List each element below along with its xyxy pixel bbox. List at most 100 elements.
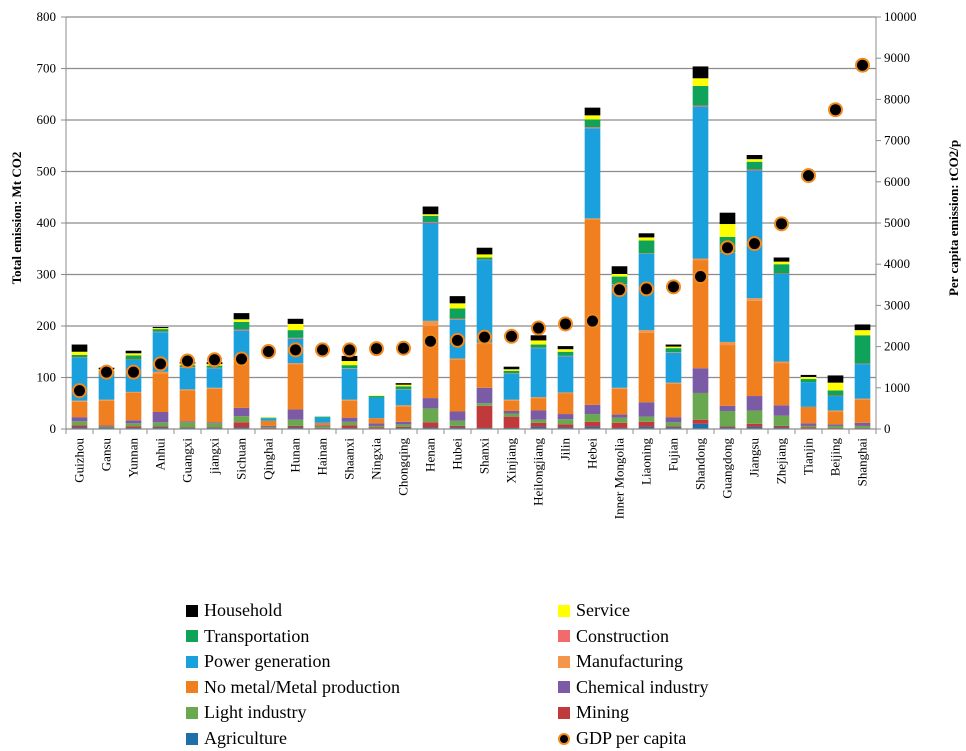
y2-tick-label: 3000 xyxy=(884,297,910,312)
bar-segment xyxy=(368,395,385,397)
legend-marker xyxy=(558,732,570,745)
category-label: jiangxi xyxy=(207,438,222,475)
bar-segment xyxy=(665,426,682,428)
bar-segment xyxy=(368,425,385,428)
category-label: Hainan xyxy=(315,438,330,476)
legend-swatch xyxy=(186,655,198,668)
bar-segment xyxy=(800,423,817,426)
bar-segment xyxy=(692,105,709,107)
bar-segment xyxy=(314,422,331,426)
bar-segment xyxy=(395,383,412,385)
bar-segment xyxy=(773,273,790,274)
y2-tick-label: 9000 xyxy=(884,50,910,65)
category-label: Shanxi xyxy=(477,438,492,475)
legend-item: Power generation xyxy=(186,649,330,674)
right-axis-title: Per capita emission: tCO2/p xyxy=(946,140,961,296)
bar-segment xyxy=(233,416,250,423)
bar-segment xyxy=(368,397,385,419)
bar-segment xyxy=(395,405,412,407)
bar-segment xyxy=(395,384,412,387)
bar-segment xyxy=(71,357,88,358)
bar-segment xyxy=(611,387,628,389)
bar-segment xyxy=(233,329,250,331)
bar-segment xyxy=(179,390,196,422)
bar-segment xyxy=(611,276,628,285)
bar-segment xyxy=(314,417,331,423)
stacked-bar-chart: 0 100 200 300 400 500 600 700 800 0 1000 2000 3000 4… xyxy=(9,9,961,520)
bar-segment xyxy=(746,170,763,299)
legend-item: Light industry xyxy=(186,700,307,725)
bar-segment xyxy=(179,421,196,423)
bar-segment xyxy=(638,233,655,238)
gdp-point xyxy=(99,364,114,380)
bar-segment xyxy=(800,379,817,383)
bar-segment xyxy=(665,352,682,383)
bar-segment xyxy=(152,331,169,333)
bar-segment xyxy=(746,423,763,427)
bar-segment xyxy=(287,419,304,426)
bar-segment xyxy=(422,223,439,321)
bar-segment xyxy=(692,419,709,424)
bar-segment xyxy=(827,382,844,391)
bar-segment xyxy=(692,258,709,261)
legend-item: GDP per capita xyxy=(558,726,686,751)
y-tick-label: 800 xyxy=(37,9,57,24)
bar-segment xyxy=(773,264,790,274)
category-label: Shanghai xyxy=(855,438,870,487)
category-labels: Guizhou Gansu Yunnan Anhui Guangxi jiangxi Sic… xyxy=(72,438,870,520)
category-label: Shaanxi xyxy=(342,438,357,480)
bar-segment xyxy=(314,416,331,418)
bar-segment xyxy=(98,400,115,426)
y2-tick-label: 7000 xyxy=(884,133,910,148)
legend-label: Chemical industry xyxy=(576,676,709,697)
bar-segment xyxy=(827,410,844,413)
category-label: Sichuan xyxy=(234,438,249,480)
bar-segment xyxy=(368,423,385,426)
bar-segment xyxy=(557,414,574,420)
bar-segment xyxy=(584,115,601,120)
gdp-point xyxy=(477,329,492,345)
bar-segment xyxy=(476,387,493,404)
bar-segment xyxy=(773,361,790,364)
bar-segment xyxy=(260,420,277,426)
bar-segment xyxy=(449,303,466,309)
category-label: Hunan xyxy=(288,438,303,473)
bar-segment xyxy=(503,410,520,414)
bar-segment xyxy=(71,351,88,355)
bar-segment xyxy=(206,368,223,388)
bar-segment xyxy=(584,219,601,405)
bar-segment xyxy=(611,266,628,274)
bar-segment xyxy=(611,417,628,423)
bar-segment xyxy=(773,261,790,265)
y-tick-label: 600 xyxy=(37,112,57,127)
right-axis-tick-labels: 0 1000 2000 3000 4000 5000 6000 7000 8000 9000 100… xyxy=(884,9,917,436)
y-tick-label: 300 xyxy=(37,267,57,282)
y2-tick-label: 2000 xyxy=(884,339,910,354)
gdp-point xyxy=(504,328,519,344)
bar-segment xyxy=(638,332,655,403)
bar-segment xyxy=(341,368,358,369)
legend-label: Construction xyxy=(576,625,669,646)
y2-tick-label: 8000 xyxy=(884,91,910,106)
legend-swatch xyxy=(558,630,570,643)
category-label: Shandong xyxy=(693,438,708,491)
bar-segment xyxy=(503,416,520,428)
bar-segment xyxy=(206,427,223,428)
bar-segment xyxy=(98,427,115,428)
bar-segment xyxy=(422,320,439,326)
category-label: Gansu xyxy=(99,438,114,472)
category-label: Hebei xyxy=(585,438,600,469)
bar-segment xyxy=(584,404,601,415)
y-tick-label: 100 xyxy=(37,370,57,385)
bar-segment xyxy=(395,389,412,406)
bar-segment xyxy=(71,425,88,428)
bar-segment xyxy=(773,427,790,429)
bar-segment xyxy=(476,405,493,428)
bar-segment xyxy=(233,319,250,322)
bar-segment xyxy=(665,346,682,349)
bar-segment xyxy=(557,351,574,356)
gdp-point xyxy=(315,342,330,358)
bar-segment xyxy=(854,335,871,364)
bar-segment xyxy=(422,221,439,223)
bar-segment xyxy=(206,387,223,389)
